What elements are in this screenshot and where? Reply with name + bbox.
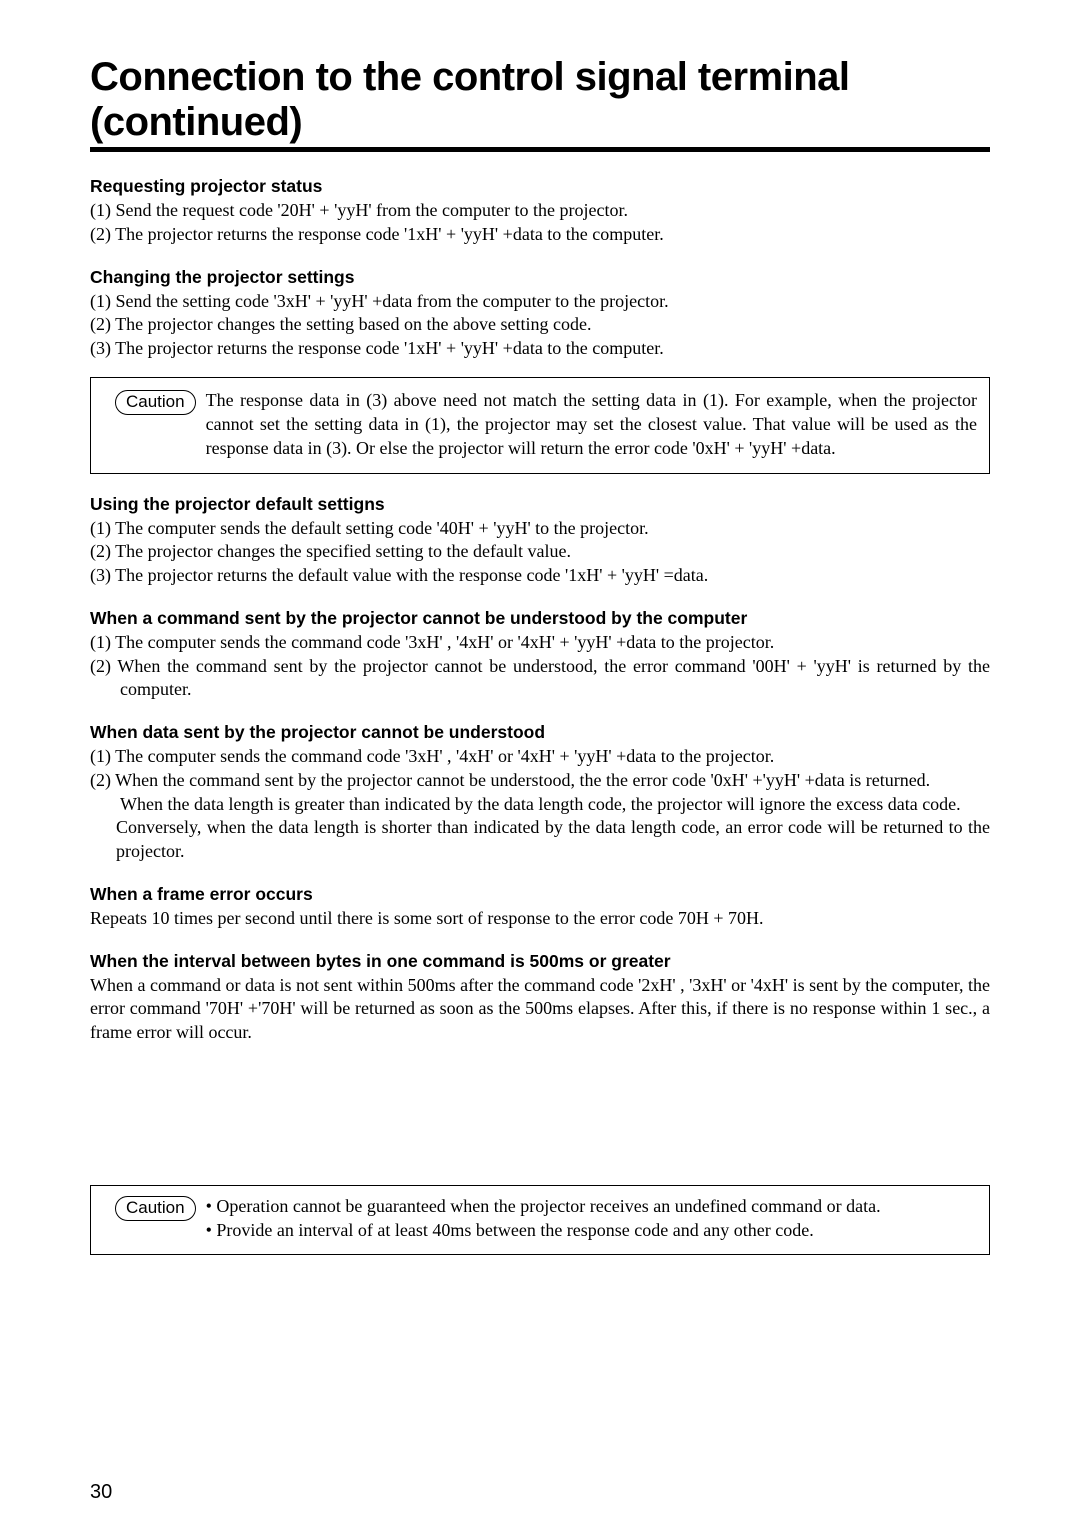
frame-error-line: Repeats 10 times per second until there … [90,907,990,931]
dnu-line-2: (2) When the command sent by the project… [90,769,990,793]
heading-frame-error: When a frame error occurs [90,884,990,905]
interval-text: When a command or data is not sent withi… [90,974,990,1045]
heading-changing: Changing the projector settings [90,267,990,288]
dnu-extra-2: Conversely, when the data length is shor… [90,816,990,864]
title-rule [90,147,990,152]
caution-text-1: The response data in (3) above need not … [206,388,977,461]
changing-line-3: (3) The projector returns the response c… [90,337,990,361]
requesting-line-1: (1) Send the request code '20H' + 'yyH' … [90,199,990,223]
heading-interval: When the interval between bytes in one c… [90,951,990,972]
heading-data-not-understood: When data sent by the projector cannot b… [90,722,990,743]
caution-label-1: Caution [115,390,196,415]
dnu-line-1: (1) The computer sends the command code … [90,745,990,769]
caution2-bullet-2: • Provide an interval of at least 40ms b… [206,1218,977,1242]
changing-line-2: (2) The projector changes the setting ba… [90,313,990,337]
cmdnu-line-1: (1) The computer sends the command code … [90,631,990,655]
caution-label-2: Caution [115,1196,196,1221]
heading-cmd-not-understood: When a command sent by the projector can… [90,608,990,629]
defaults-line-3: (3) The projector returns the default va… [90,564,990,588]
caution-box-1: Caution The response data in (3) above n… [90,377,990,474]
caution-text-2: • Operation cannot be guaranteed when th… [206,1194,977,1243]
page-number: 30 [90,1481,112,1504]
heading-requesting: Requesting projector status [90,176,990,197]
defaults-line-2: (2) The projector changes the specified … [90,540,990,564]
heading-defaults: Using the projector default settigns [90,494,990,515]
caution-box-2: Caution • Operation cannot be guaranteed… [90,1185,990,1256]
requesting-line-2: (2) The projector returns the response c… [90,223,990,247]
cmdnu-line-2: (2) When the command sent by the project… [90,655,990,703]
caution2-bullet-1: • Operation cannot be guaranteed when th… [206,1194,977,1218]
changing-line-1: (1) Send the setting code '3xH' + 'yyH' … [90,290,990,314]
defaults-line-1: (1) The computer sends the default setti… [90,517,990,541]
page-title: Connection to the control signal termina… [90,55,990,145]
dnu-extra-1: When the data length is greater than ind… [90,793,990,817]
